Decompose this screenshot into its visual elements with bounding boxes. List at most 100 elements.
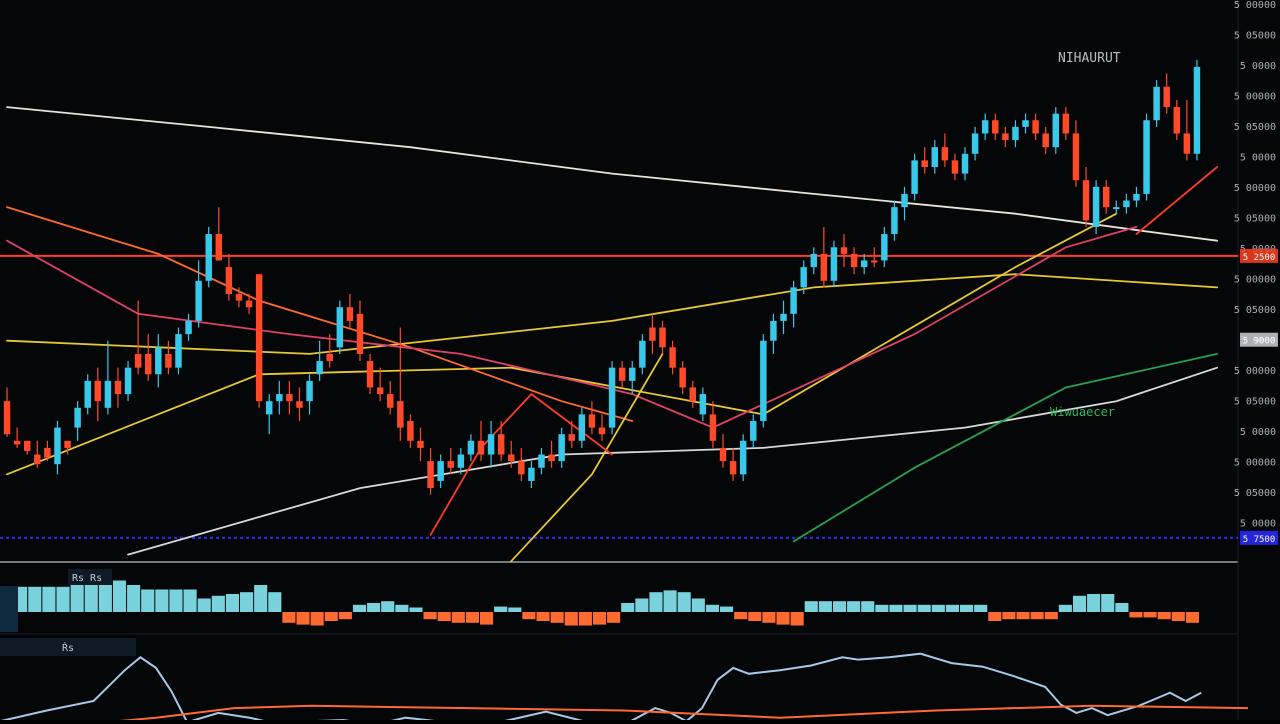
histogram-bar xyxy=(903,604,917,612)
price-tag xyxy=(1240,530,1278,545)
candle-body xyxy=(195,280,202,321)
candle xyxy=(155,334,162,388)
histogram-bar xyxy=(508,607,522,612)
candle xyxy=(901,186,908,221)
subpane-label-box xyxy=(0,638,136,656)
candle-body xyxy=(397,401,404,428)
histogram-bar xyxy=(607,612,621,623)
candle xyxy=(376,367,384,402)
candle-body xyxy=(1193,66,1201,154)
candle-body xyxy=(104,380,112,408)
candle-body xyxy=(255,274,263,402)
price-axis-label: 5 05000 xyxy=(1234,31,1276,42)
candle xyxy=(548,440,555,468)
candle xyxy=(881,226,888,268)
histogram-bar xyxy=(960,604,974,612)
histogram-bar xyxy=(127,585,141,612)
candle-body xyxy=(205,234,212,281)
histogram-bar xyxy=(338,612,352,620)
candle xyxy=(558,427,565,468)
candle-body xyxy=(860,260,868,268)
candle xyxy=(366,353,374,395)
candle-body xyxy=(729,461,737,475)
histogram-bar xyxy=(592,612,607,625)
histogram-bar xyxy=(56,586,70,612)
candle-body xyxy=(770,320,777,341)
candle xyxy=(215,207,223,261)
candle-body xyxy=(528,467,535,481)
candle-body xyxy=(185,320,192,335)
histogram-bar xyxy=(720,606,734,612)
candle xyxy=(1072,120,1080,187)
price-tag-label: 5 7500 xyxy=(1243,535,1276,545)
candle-body xyxy=(709,414,717,441)
candle xyxy=(760,334,767,428)
histogram-bar xyxy=(1016,612,1030,620)
histogram-bar xyxy=(705,604,719,612)
candle-body xyxy=(376,387,384,395)
candle-body xyxy=(1173,107,1181,134)
histogram-bar xyxy=(437,612,451,621)
candle-body xyxy=(911,160,918,194)
candle xyxy=(84,374,91,415)
candle xyxy=(992,113,999,141)
candle xyxy=(1163,73,1170,114)
candle xyxy=(649,313,656,354)
candle-body xyxy=(44,447,51,458)
candle xyxy=(750,414,757,448)
candle-body xyxy=(336,307,344,348)
price-axis-label: 5 0000 xyxy=(1240,519,1276,530)
candle-body xyxy=(699,394,707,415)
candle xyxy=(457,447,465,475)
candle-body xyxy=(548,454,555,462)
candle xyxy=(134,300,142,375)
candle-body xyxy=(961,153,969,174)
candle xyxy=(1032,113,1039,141)
price-axis-label: 5 00000 xyxy=(1234,366,1276,377)
histogram-bar xyxy=(141,589,155,612)
price-axis-label: 5 05000 xyxy=(1234,397,1276,408)
candle-body xyxy=(296,401,303,408)
histogram-bar xyxy=(790,612,804,626)
candle-body xyxy=(175,334,182,368)
candle xyxy=(850,247,858,275)
candle xyxy=(266,394,273,435)
candle xyxy=(971,126,979,161)
candle-body xyxy=(941,147,949,161)
histogram-bar xyxy=(945,604,959,612)
candle-body xyxy=(477,440,485,455)
candle xyxy=(699,387,707,421)
candle-body xyxy=(1002,133,1009,141)
histogram-bar xyxy=(522,612,536,620)
histogram-bar xyxy=(734,612,748,620)
candle xyxy=(1153,80,1160,127)
price-axis-label: 5 05000 xyxy=(1234,214,1276,225)
price-tag-label: 5 2500 xyxy=(1243,253,1276,263)
candle xyxy=(538,447,545,475)
candle-body xyxy=(669,347,676,368)
candle-body xyxy=(760,340,767,421)
candle-body xyxy=(23,440,31,451)
candle xyxy=(911,153,918,201)
candle xyxy=(578,407,586,448)
candle-body xyxy=(155,347,162,375)
candle xyxy=(1143,113,1150,201)
histogram-bar xyxy=(268,592,282,612)
candle-body xyxy=(13,440,21,445)
histogram-bar xyxy=(296,612,310,625)
candle-body xyxy=(840,247,848,254)
candle xyxy=(1102,180,1110,214)
histogram-bar xyxy=(931,604,945,612)
candle-body xyxy=(1042,133,1049,148)
candle-body xyxy=(3,401,11,435)
candle-body xyxy=(497,434,505,455)
histogram-bar xyxy=(1030,612,1044,620)
histogram-bar xyxy=(1087,594,1101,612)
price-axis-label: 5 00000 xyxy=(1234,0,1276,11)
candle xyxy=(34,440,41,468)
candle xyxy=(94,367,102,421)
candle xyxy=(245,294,253,314)
candle xyxy=(518,447,525,481)
candle-body xyxy=(447,461,454,468)
